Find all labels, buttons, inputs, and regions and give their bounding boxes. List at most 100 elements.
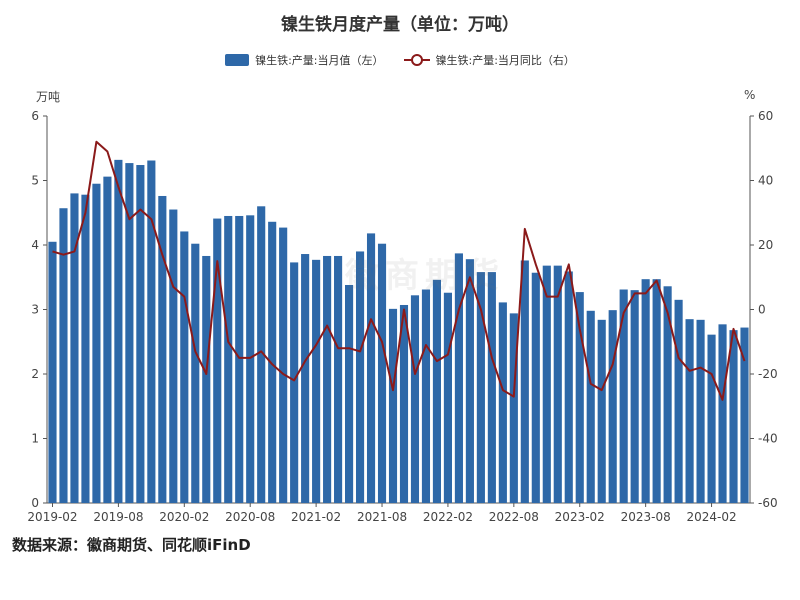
bar-mark	[674, 299, 683, 503]
left-tick-label: 0	[31, 496, 39, 510]
left-tick-label: 5	[31, 174, 39, 188]
bar-mark	[586, 310, 595, 503]
bar-mark	[70, 193, 79, 503]
x-tick-label: 2022-02	[423, 510, 473, 524]
bar-mark	[685, 319, 694, 503]
bar-mark	[136, 165, 145, 503]
x-tick-label: 2023-02	[555, 510, 605, 524]
left-tick-label: 3	[31, 303, 39, 317]
bar-mark	[59, 208, 68, 504]
bar-mark	[246, 215, 255, 503]
bar-mark	[213, 218, 222, 503]
right-tick-label: 0	[758, 303, 766, 317]
bar-mark	[114, 159, 123, 504]
bar-mark	[575, 292, 584, 503]
legend-item-bar[interactable]: 镍生铁:产量:当月值（左）	[225, 52, 384, 68]
bar-mark	[268, 221, 277, 503]
x-tick-label: 2020-02	[159, 510, 209, 524]
bar-mark	[323, 255, 332, 503]
bar-mark	[158, 195, 167, 504]
left-tick-label: 6	[31, 109, 39, 123]
x-tick-label: 2023-08	[621, 510, 671, 524]
bar-mark	[465, 259, 474, 503]
x-tick-label: 2022-08	[489, 510, 539, 524]
bar-mark	[345, 284, 354, 503]
bar-mark	[619, 289, 628, 503]
bar-mark	[92, 183, 101, 503]
right-axis-unit: %	[744, 88, 756, 102]
bar-mark	[487, 272, 496, 503]
bar-mark	[531, 272, 540, 503]
data-source: 数据来源：徽商期货、同花顺iFinD	[12, 536, 251, 554]
x-tick-label: 2021-08	[357, 510, 407, 524]
bar-mark	[740, 327, 749, 503]
chart-title: 镍生铁月度产量（单位：万吨）	[281, 15, 519, 35]
left-tick-label: 1	[31, 432, 39, 446]
x-tick-label: 2021-02	[291, 510, 341, 524]
right-tick-label: -40	[758, 432, 778, 446]
bar-mark	[597, 319, 606, 503]
bar-mark	[509, 313, 518, 503]
bar-mark	[388, 308, 398, 503]
legend-bar-label: 镍生铁:产量:当月值（左）	[255, 54, 384, 67]
bar-mark	[180, 231, 189, 503]
legend-line-swatch	[403, 54, 430, 66]
bar-mark	[520, 260, 529, 503]
legend-item-line[interactable]: 镍生铁:产量:当月同比（右）	[403, 52, 575, 68]
bar-mark	[641, 279, 650, 503]
bar-mark	[147, 160, 156, 503]
right-tick-label: -20	[758, 367, 778, 381]
legend-bar-swatch	[225, 54, 250, 66]
left-tick-label: 4	[31, 238, 39, 252]
bar-mark	[355, 251, 365, 503]
bar-mark	[334, 255, 343, 503]
bar-mark	[432, 279, 442, 503]
left-axis-unit: 万吨	[36, 90, 61, 104]
bar-mark	[169, 209, 178, 503]
bar-mark	[235, 215, 244, 503]
bar-mark	[421, 289, 431, 503]
right-tick-label: 40	[758, 174, 773, 188]
bar-mark	[476, 272, 485, 503]
left-tick-label: 2	[31, 367, 39, 381]
bar-mark	[48, 241, 57, 503]
bar-mark	[696, 319, 705, 503]
bar-mark	[125, 163, 134, 503]
bar-mark	[279, 227, 288, 503]
bar-mark	[202, 255, 211, 503]
yoy-line-series	[52, 140, 746, 401]
bar-mark	[542, 265, 551, 503]
x-tick-label: 2024-02	[686, 510, 736, 524]
bar-mark	[564, 271, 573, 503]
bar-mark	[224, 215, 233, 503]
x-tick-label: 2020-08	[225, 510, 275, 524]
x-tick-label: 2019-02	[27, 510, 77, 524]
x-tick-label: 2019-08	[93, 510, 143, 524]
chart-legend[interactable]: 镍生铁:产量:当月值（左） 镍生铁:产量:当月同比（右）	[0, 52, 800, 68]
bar-mark	[312, 259, 321, 503]
bar-mark	[443, 292, 452, 503]
bar-mark	[718, 324, 727, 503]
bar-mark	[366, 233, 376, 503]
bar-mark	[630, 290, 639, 503]
bar-mark	[553, 265, 562, 503]
legend-line-label: 镍生铁:产量:当月同比（右）	[435, 54, 575, 67]
bar-mark	[301, 254, 310, 503]
bar-mark	[608, 310, 617, 503]
bar-mark	[663, 286, 672, 503]
bar-mark	[454, 253, 463, 503]
bar-mark	[707, 334, 716, 503]
watermark-text: 徽商期货	[345, 256, 505, 296]
bar-mark	[498, 302, 507, 503]
right-tick-label: -60	[758, 496, 778, 510]
bar-mark	[257, 206, 266, 504]
bar-mark	[729, 330, 738, 503]
bar-mark	[652, 279, 661, 503]
bar-mark	[399, 304, 409, 503]
bar-mark	[191, 243, 200, 503]
right-tick-label: 60	[758, 109, 773, 123]
bar-mark	[377, 243, 387, 503]
bar-mark	[103, 176, 112, 503]
